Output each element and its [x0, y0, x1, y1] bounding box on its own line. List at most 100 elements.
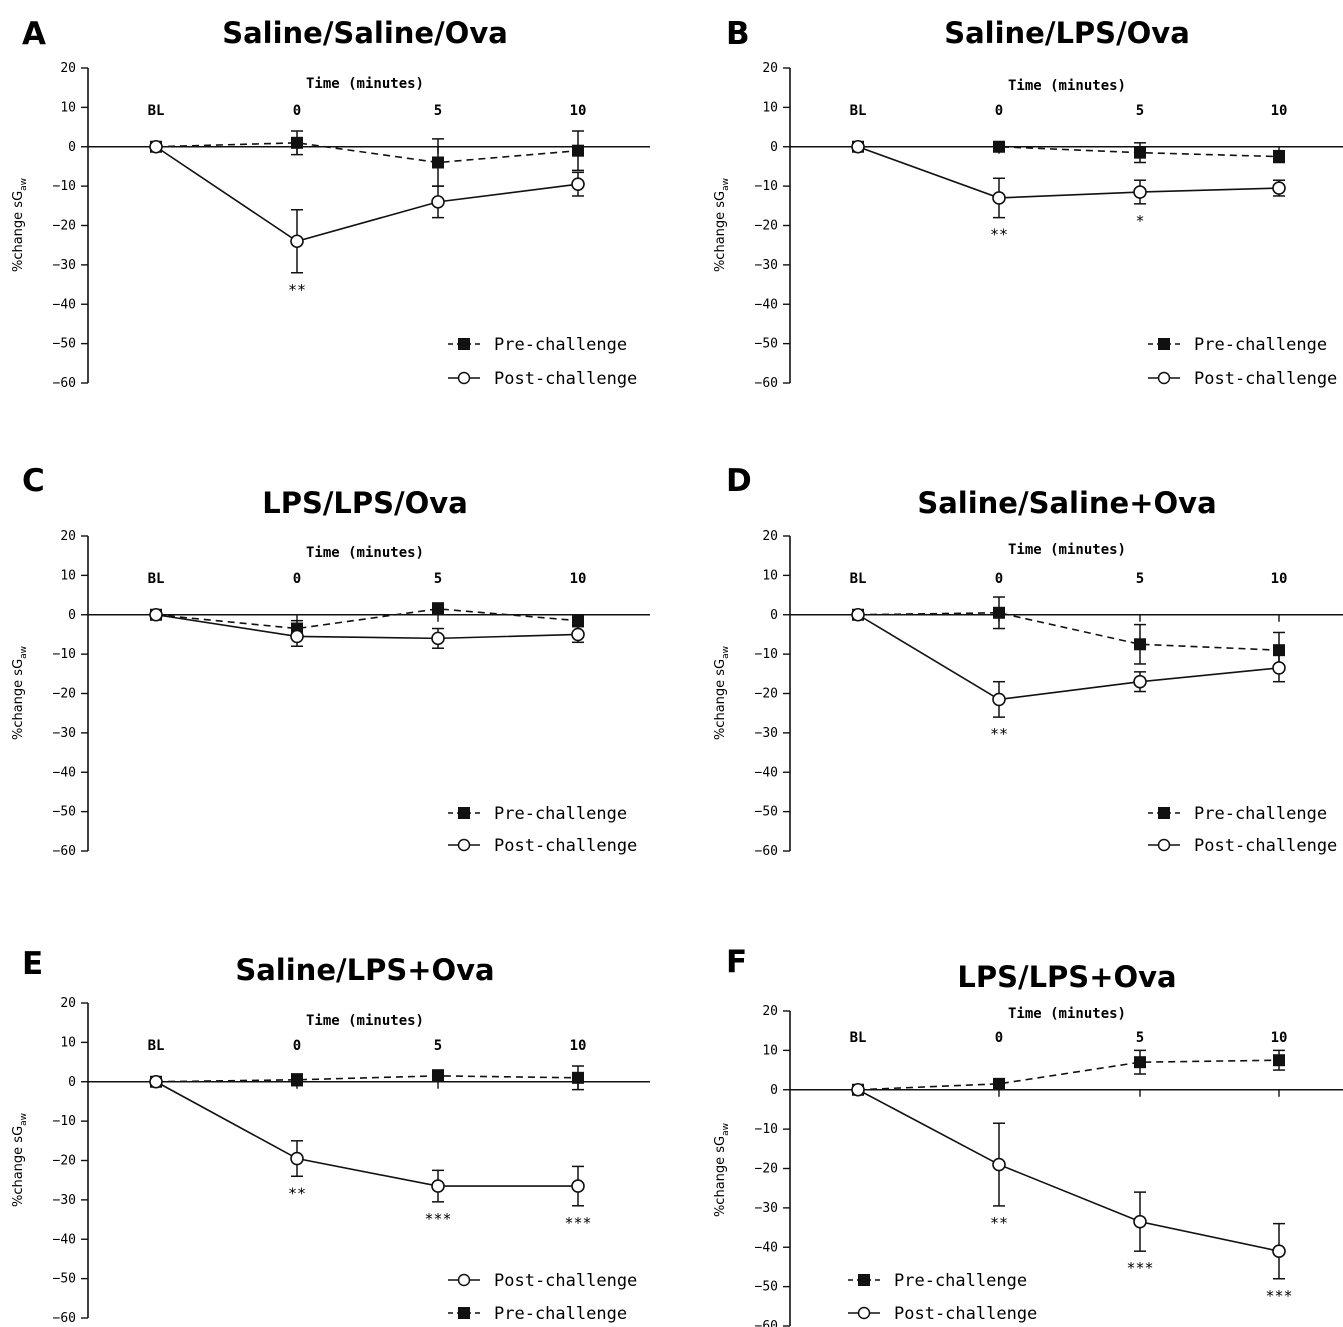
- y-axis-label-subscript: aw: [19, 1113, 29, 1126]
- legend-item: Pre-challenge: [1148, 804, 1327, 824]
- significance-marker: **: [990, 226, 1008, 244]
- legend-label: Post-challenge: [494, 836, 637, 856]
- y-tick-label: −30: [53, 1193, 76, 1208]
- y-tick-label: −50: [755, 337, 778, 352]
- y-tick-label: 0: [68, 140, 76, 155]
- data-point-square: [432, 156, 444, 169]
- x-tick-label: 0: [995, 1030, 1003, 1046]
- y-tick-label: −30: [755, 726, 778, 741]
- data-point-circle: [431, 631, 445, 646]
- y-tick-label: −10: [755, 1122, 778, 1137]
- x-tick-label: BL: [850, 571, 867, 587]
- legend-label: Post-challenge: [894, 1304, 1037, 1324]
- panel-letter: C: [22, 463, 45, 499]
- y-tick-label: −60: [53, 844, 76, 859]
- x-tick-label: 5: [1136, 103, 1144, 119]
- y-tick-label: −40: [755, 765, 778, 780]
- significance-marker: **: [288, 1184, 306, 1202]
- y-tick-label: −20: [53, 219, 76, 234]
- data-point-square: [993, 140, 1005, 153]
- y-tick-label: 20: [762, 529, 778, 544]
- y-axis-label: %change sGaw: [11, 1113, 29, 1207]
- data-point-circle: [992, 1157, 1006, 1172]
- y-tick-label: 20: [762, 61, 778, 76]
- legend-label: Post-challenge: [1194, 836, 1337, 856]
- legend-swatch-marker: [1158, 807, 1170, 819]
- data-point-square: [291, 136, 303, 149]
- panel-letter: A: [22, 16, 46, 52]
- series-post-challenge: [149, 1074, 585, 1207]
- x-axis-label: Time (minutes): [1008, 542, 1126, 558]
- legend-label: Pre-challenge: [894, 1271, 1027, 1291]
- y-tick-label: −60: [755, 1319, 778, 1327]
- significance-marker: *: [1135, 212, 1144, 230]
- legend-label: Post-challenge: [494, 1271, 637, 1291]
- y-tick-label: −40: [755, 297, 778, 312]
- series-line: [857, 1089, 1280, 1252]
- legend-item: Pre-challenge: [448, 335, 627, 355]
- y-tick-label: −50: [755, 805, 778, 820]
- y-tick-label: −30: [755, 1201, 778, 1216]
- legend-label: Pre-challenge: [494, 804, 627, 824]
- y-axis-label-subscript: aw: [19, 646, 29, 659]
- series-line: [155, 1075, 579, 1083]
- x-tick-label: 5: [434, 1038, 442, 1054]
- data-point-square: [993, 606, 1005, 619]
- y-tick-label: −10: [53, 647, 76, 662]
- y-tick-label: −60: [53, 1311, 76, 1326]
- data-point-square: [432, 602, 444, 615]
- data-point-circle: [290, 629, 304, 644]
- data-point-circle: [851, 139, 865, 154]
- data-point-circle: [290, 234, 304, 249]
- legend-swatch-marker: [1157, 838, 1171, 852]
- y-tick-label: −60: [755, 376, 778, 391]
- panel-d: D Saline/Saline+Ova 20 10 0 −10 −20 −30 −40 −50 −6…: [713, 463, 1343, 859]
- legend-label: Post-challenge: [1194, 369, 1337, 389]
- y-tick-label: 20: [60, 61, 76, 76]
- x-tick-label: 0: [293, 1038, 301, 1054]
- legend-swatch-marker: [1158, 338, 1170, 350]
- y-tick-label: 0: [68, 608, 76, 623]
- x-tick-label: 10: [1271, 571, 1288, 587]
- y-tick-label: 10: [60, 568, 76, 583]
- legend-label: Post-challenge: [494, 369, 637, 389]
- y-axis-label: %change sGaw: [11, 646, 29, 740]
- y-axis-label: %change sGaw: [713, 178, 731, 272]
- y-tick-label: 10: [60, 100, 76, 115]
- data-point-square: [1273, 150, 1285, 163]
- y-tick-label: −40: [53, 765, 76, 780]
- legend-item: Post-challenge: [448, 836, 637, 856]
- y-axis-label-main: %change sG: [11, 1126, 26, 1207]
- significance-marker: **: [990, 1214, 1008, 1232]
- y-tick-label: −10: [53, 1114, 76, 1129]
- y-tick-label: 10: [762, 1043, 778, 1058]
- data-point-square: [432, 1069, 444, 1082]
- panel-letter: B: [726, 16, 750, 52]
- y-tick-label: −60: [755, 844, 778, 859]
- x-tick-label: 5: [434, 103, 442, 119]
- significance-marker: ***: [564, 1214, 591, 1232]
- series-pre-challenge: [150, 1065, 584, 1091]
- y-tick-label: −20: [755, 1162, 778, 1177]
- y-tick-label: −10: [755, 179, 778, 194]
- legend-item: Post-challenge: [448, 1271, 637, 1291]
- y-tick-label: −50: [53, 1272, 76, 1287]
- x-axis-label: Time (minutes): [306, 1013, 424, 1029]
- panel-title: LPS/LPS/Ova: [262, 486, 468, 520]
- series-line: [857, 1059, 1280, 1091]
- panel-title: Saline/LPS+Ova: [235, 953, 494, 987]
- data-point-circle: [1272, 661, 1286, 675]
- data-point-circle: [431, 1179, 445, 1193]
- y-tick-label: −40: [53, 1232, 76, 1247]
- data-point-circle: [290, 1151, 304, 1166]
- x-tick-label: BL: [850, 1030, 867, 1046]
- panel-letter: F: [726, 944, 747, 980]
- panel-f: F LPS/LPS+Ova 20 10 0 −10 −20 −30 −40 −50 −60 BL 0 5 1…: [713, 944, 1343, 1327]
- panel-e: E Saline/LPS+Ova 20 10 0 −10 −20 −30 −40 −50 −60 BL…: [11, 946, 650, 1326]
- data-point-square: [1134, 638, 1146, 651]
- series-pre-challenge: [852, 140, 1285, 164]
- y-tick-label: −60: [53, 376, 76, 391]
- y-axis-label-main: %change sG: [11, 191, 26, 272]
- y-tick-label: −50: [53, 337, 76, 352]
